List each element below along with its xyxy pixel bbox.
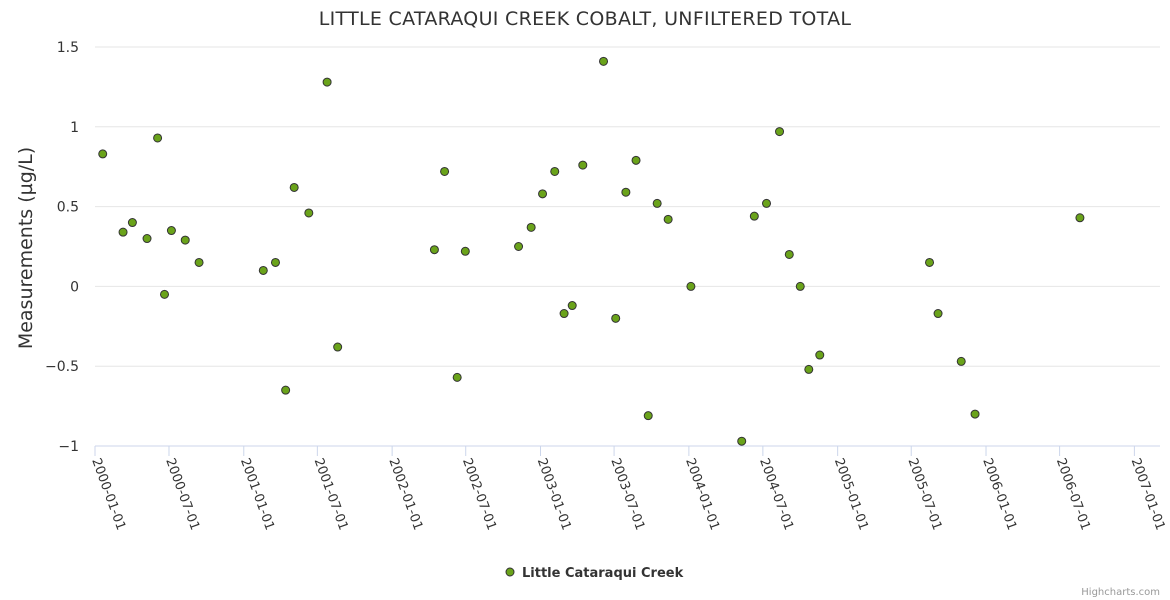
data-point[interactable] [333, 342, 343, 352]
data-point[interactable] [599, 56, 609, 66]
data-point[interactable] [643, 411, 653, 421]
data-point[interactable] [180, 235, 190, 245]
data-point[interactable] [631, 155, 641, 165]
x-tick-label: 2001-07-01 [311, 456, 351, 532]
data-point[interactable] [804, 364, 814, 374]
x-tick-label: 2006-01-01 [979, 456, 1019, 532]
series-little-cataraqui-creek[interactable] [98, 56, 1085, 446]
data-point[interactable] [322, 77, 332, 87]
y-tick-label: 1 [70, 120, 79, 136]
data-point[interactable] [567, 301, 577, 311]
x-tick-label: 2002-07-01 [459, 456, 499, 532]
x-tick-label: 2007-01-01 [1128, 456, 1168, 532]
data-point[interactable] [815, 350, 825, 360]
x-tick-label: 2001-01-01 [237, 456, 277, 532]
data-point[interactable] [956, 356, 966, 366]
data-point[interactable] [281, 385, 291, 395]
data-point[interactable] [784, 249, 794, 259]
x-tick-label: 2004-07-01 [756, 456, 796, 532]
data-point[interactable] [142, 234, 152, 244]
y-tick-label: 1.5 [57, 40, 79, 56]
x-tick-label: 2000-01-01 [88, 456, 128, 532]
data-point[interactable] [550, 166, 560, 176]
data-point[interactable] [686, 281, 696, 291]
x-tick-label: 2003-01-01 [534, 456, 574, 532]
y-axis-ticks: 1.5 1 0.5 0 −0.5 −1 [45, 40, 79, 455]
data-point[interactable] [194, 257, 204, 267]
data-point[interactable] [270, 257, 280, 267]
y-tick-label: −1 [58, 439, 79, 455]
data-point[interactable] [933, 309, 943, 319]
data-point[interactable] [460, 246, 470, 256]
y-tick-label: 0 [70, 279, 79, 295]
chart-title: LITTLE CATARAQUI CREEK COBALT, UNFILTERE… [319, 8, 852, 30]
data-point[interactable] [160, 289, 170, 299]
data-point[interactable] [118, 227, 128, 237]
x-tick-label: 2006-07-01 [1053, 456, 1093, 532]
x-tick-label: 2003-07-01 [607, 456, 647, 532]
data-point[interactable] [98, 149, 108, 159]
x-tick-label: 2005-01-01 [831, 456, 871, 532]
data-point[interactable] [1075, 213, 1085, 223]
legend[interactable]: Little Cataraqui Creek [505, 566, 684, 581]
data-point[interactable] [559, 309, 569, 319]
gridlines [95, 46, 1160, 367]
data-point[interactable] [925, 257, 935, 267]
data-point[interactable] [304, 208, 314, 218]
data-point[interactable] [289, 182, 299, 192]
x-tick-label: 2002-01-01 [385, 456, 425, 532]
x-tick-label: 2004-01-01 [682, 456, 722, 532]
data-point[interactable] [737, 436, 747, 446]
data-point[interactable] [127, 218, 137, 228]
data-point[interactable] [166, 226, 176, 236]
data-point[interactable] [749, 211, 759, 221]
y-tick-label: −0.5 [45, 359, 79, 375]
data-point[interactable] [652, 198, 662, 208]
data-point[interactable] [153, 133, 163, 143]
data-point[interactable] [578, 160, 588, 170]
data-point[interactable] [258, 265, 268, 275]
x-tick-label: 2005-07-01 [904, 456, 944, 532]
y-tick-label: 0.5 [57, 200, 79, 216]
legend-label[interactable]: Little Cataraqui Creek [522, 566, 684, 581]
data-point[interactable] [970, 409, 980, 419]
data-point[interactable] [538, 189, 548, 199]
legend-marker[interactable] [505, 567, 515, 577]
data-point[interactable] [775, 127, 785, 137]
data-point[interactable] [621, 187, 631, 197]
x-axis-ticks: 2000-01-01 2000-07-01 2001-01-01 2001-07-01… [88, 446, 1168, 532]
data-point[interactable] [795, 281, 805, 291]
data-point[interactable] [429, 245, 439, 255]
y-axis-label: Measurements (µg/L) [15, 147, 37, 349]
data-point[interactable] [514, 242, 524, 251]
data-point[interactable] [762, 198, 772, 208]
data-point[interactable] [526, 222, 536, 232]
data-point[interactable] [611, 313, 621, 323]
data-point[interactable] [452, 372, 462, 382]
x-tick-label: 2000-07-01 [162, 456, 202, 532]
data-point[interactable] [663, 214, 673, 224]
data-point[interactable] [440, 166, 450, 176]
credits-link[interactable]: Highcharts.com [1081, 587, 1160, 598]
